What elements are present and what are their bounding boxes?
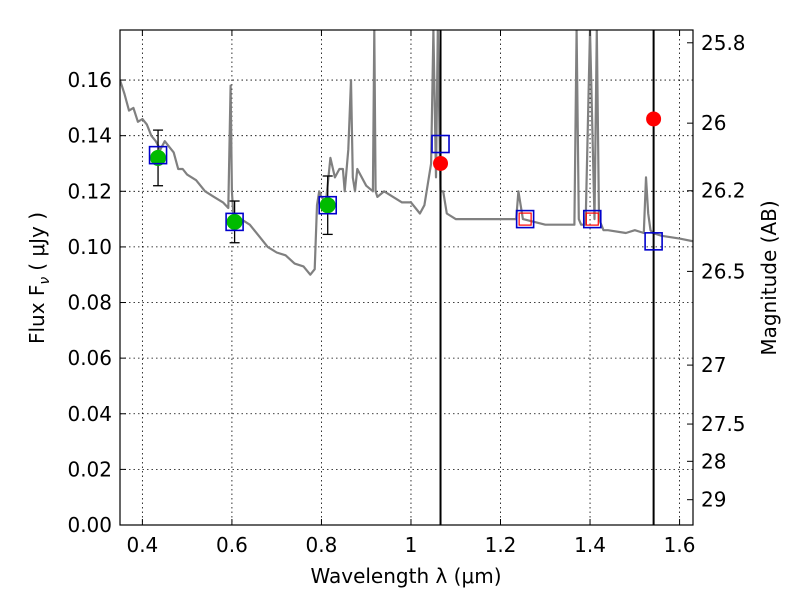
right-tick-label: 26.5 (701, 259, 746, 283)
y-axis-label-main: Flux F (25, 285, 49, 344)
predicted-point (433, 155, 449, 171)
y-tick-label: 0.10 (67, 235, 112, 259)
y-axis-label-unit: ( μJy ) (25, 212, 49, 271)
x-tick-label: 1.2 (485, 533, 517, 557)
y-tick-label: 0.08 (67, 291, 112, 315)
right-tick-label: 26 (701, 111, 726, 135)
model-band-inner-square (518, 212, 532, 226)
y-axis-label-left: Flux Fν ( μJy ) (25, 212, 53, 344)
y-tick-label: 0.06 (67, 346, 112, 370)
grid (120, 30, 693, 526)
y-tick-label: 0.12 (67, 179, 112, 203)
model-band-square (644, 232, 663, 251)
observed-point (319, 197, 336, 214)
x-tick-label: 0.8 (306, 533, 338, 557)
right-tick-label: 26.2 (701, 179, 746, 203)
y-tick-label: 0.16 (67, 68, 112, 92)
y-axis-label-sub: ν (37, 277, 53, 285)
model-band-square (515, 209, 535, 229)
plot-frame (119, 29, 694, 526)
x-tick-label: 1.6 (664, 533, 696, 557)
model-band-square (582, 209, 602, 229)
ticks: 0.4 0.6 0.8 1 1.2 1.4 1.6 0.00 0.02 0.04 0.06 0.08 0… (67, 30, 746, 557)
right-tick-label: 27.5 (701, 412, 746, 436)
x-tick-label: 0.6 (216, 533, 248, 557)
x-tick-label: 1.4 (574, 533, 606, 557)
model-band-square (431, 134, 450, 154)
y-axis-label-right: Magnitude (AB) (757, 200, 781, 355)
observed-point (226, 213, 243, 230)
y-tick-label: 0.02 (67, 457, 112, 481)
predicted-point (646, 111, 662, 127)
markers (148, 111, 663, 251)
y-tick-label: 0.04 (67, 402, 112, 426)
y-tick-label: 0.00 (67, 513, 112, 537)
y-tick-label: 0.14 (67, 124, 112, 148)
right-tick-label: 27 (701, 353, 726, 377)
right-tick-label: 29 (701, 488, 726, 512)
right-tick-label: 28 (701, 449, 726, 473)
x-tick-label: 1 (405, 533, 418, 557)
x-axis-label: Wavelength λ (μm) (310, 564, 501, 588)
svg-text:Flux Fν( μJy ): Flux Fν ( μJy ) (25, 212, 53, 344)
model-band-square (148, 145, 168, 165)
plot-area (120, 30, 693, 525)
model-band-square (318, 195, 338, 215)
right-tick-label: 25.8 (701, 31, 746, 55)
model-band-square (225, 212, 244, 232)
sed-line (120, 30, 693, 276)
observed-point (150, 149, 167, 166)
model-band-inner-square (585, 212, 599, 226)
x-tick-label: 0.4 (126, 533, 158, 557)
